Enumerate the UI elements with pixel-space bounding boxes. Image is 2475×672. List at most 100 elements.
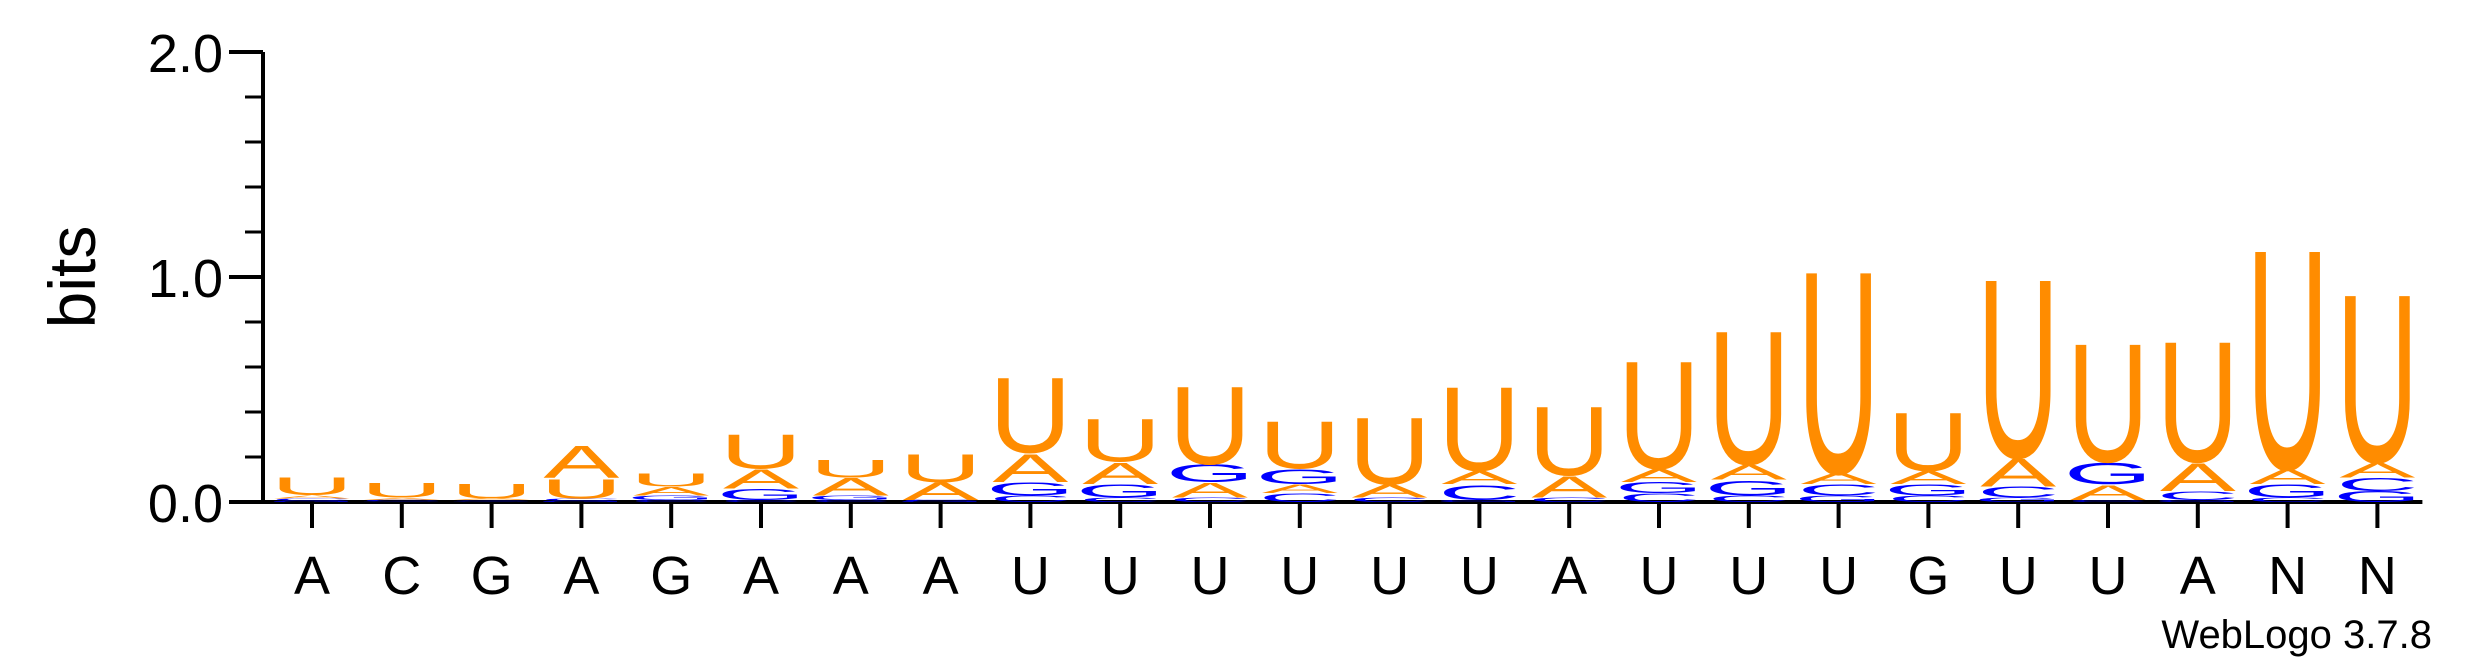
logo-letter-U: U — [1259, 407, 1341, 483]
logo-letter-A: A — [813, 473, 889, 501]
logo-letter-G: G — [2333, 488, 2422, 505]
x-tick-label: G — [1907, 546, 1949, 606]
logo-letter-U: U — [450, 479, 532, 503]
x-tick-label: U — [1819, 546, 1858, 606]
y-tick-label: 0.0 — [148, 474, 223, 534]
x-tick-label: U — [1460, 546, 1499, 606]
axes — [229, 50, 2423, 528]
logo-letter-U: U — [2246, 185, 2328, 536]
logo-letter-C: C — [1528, 496, 1610, 503]
x-tick-label: U — [1101, 546, 1140, 606]
logo-letter-G: G — [268, 500, 357, 502]
logo-letter-A: A — [1801, 470, 1878, 487]
logo-letter-U: U — [2336, 244, 2418, 512]
logo-letter-U: U — [2157, 306, 2239, 498]
x-tick-label: A — [563, 546, 599, 606]
logo-letter-A: A — [1262, 482, 1338, 496]
logo-letter-C: C — [899, 499, 981, 501]
logo-letter-U: U — [2067, 308, 2149, 498]
logo-letter-G: G — [537, 500, 626, 502]
logo-letter-G: G — [2064, 456, 2153, 491]
logo-letter-G: G — [1166, 460, 1255, 488]
logo-letter-G: G — [717, 486, 806, 503]
logo-letter-C: C — [1797, 481, 1879, 498]
logo-letter-A: A — [723, 463, 800, 494]
logo-letter-U: U — [1438, 362, 1520, 496]
logo-letter-G: G — [1076, 481, 1165, 502]
logo-letter-A: A — [274, 494, 350, 499]
logo-letter-U: U — [1348, 399, 1430, 505]
logo-letter-C: C — [1079, 496, 1161, 503]
logo-letter-G: G — [1256, 465, 1345, 489]
logo-letter-G: G — [1705, 476, 1794, 500]
logo-letter-C: C — [1887, 494, 1969, 504]
x-tick-label: U — [1999, 546, 2038, 606]
x-tick-label: A — [923, 546, 959, 606]
logo-column-15: CAU — [1528, 386, 1610, 504]
logo-letter-G: G — [896, 501, 985, 503]
x-tick-label: A — [2180, 546, 2216, 606]
x-tick-label: G — [471, 546, 513, 606]
logo-letter-G: G — [807, 494, 896, 501]
logo-letter-A: A — [2070, 481, 2146, 505]
logo-letter-U: U — [1977, 226, 2059, 512]
logo-letter-A: A — [1621, 465, 1698, 486]
x-tick-label: U — [2089, 546, 2128, 606]
x-tick-label: U — [1729, 546, 1768, 606]
logo-letter-C: C — [630, 499, 712, 502]
logo-letter-A: A — [1172, 478, 1248, 502]
logo-letter-A: A — [2339, 458, 2415, 482]
logo-letter-C: C — [2336, 474, 2418, 495]
x-tick-label: A — [743, 546, 779, 606]
logo-letter-A: A — [454, 498, 530, 501]
logo-letter-C: C — [1438, 481, 1520, 505]
logo-letter-C: C — [1977, 484, 2059, 501]
y-tick-label: 2.0 — [148, 24, 223, 84]
logo-letter-A: A — [1082, 456, 1158, 491]
logo-letter-G: G — [1884, 481, 1973, 498]
logo-letter-U: U — [1887, 396, 1969, 489]
logo-letter-G: G — [986, 479, 1075, 500]
logo-letter-C: C — [1348, 496, 1430, 503]
y-tick-label: 1.0 — [148, 249, 223, 309]
x-tick-label: A — [1551, 546, 1587, 606]
logo-letter-U: U — [1797, 211, 1879, 535]
logo-letter-C: C — [2246, 496, 2328, 503]
logo-letter-U: U — [1618, 328, 1700, 501]
logo-letter-A: A — [1890, 467, 1967, 488]
x-tick-label: A — [833, 546, 869, 606]
logo-letter-C: C — [540, 498, 622, 501]
logo-letter-C: C — [1259, 491, 1341, 505]
logo-letter-A: A — [903, 478, 979, 506]
logo-letter-A: A — [364, 497, 440, 500]
logo-letter-U: U — [540, 473, 622, 504]
logo-letter-C: C — [361, 499, 443, 501]
logo-letter-U: U — [899, 446, 981, 491]
x-tick-label: N — [2268, 546, 2307, 606]
logo-letter-U: U — [1708, 292, 1790, 505]
logo-letter-C: C — [1169, 496, 1251, 503]
logo-letter-U: U — [630, 470, 712, 491]
logo-letter-G: G — [2243, 481, 2332, 502]
logo-letter-A: A — [1711, 460, 1787, 484]
logo-letter-A: A — [1441, 467, 1518, 488]
weblogo-credit: WebLogo 3.7.8 — [2161, 613, 2432, 657]
x-tick-label: G — [650, 546, 692, 606]
